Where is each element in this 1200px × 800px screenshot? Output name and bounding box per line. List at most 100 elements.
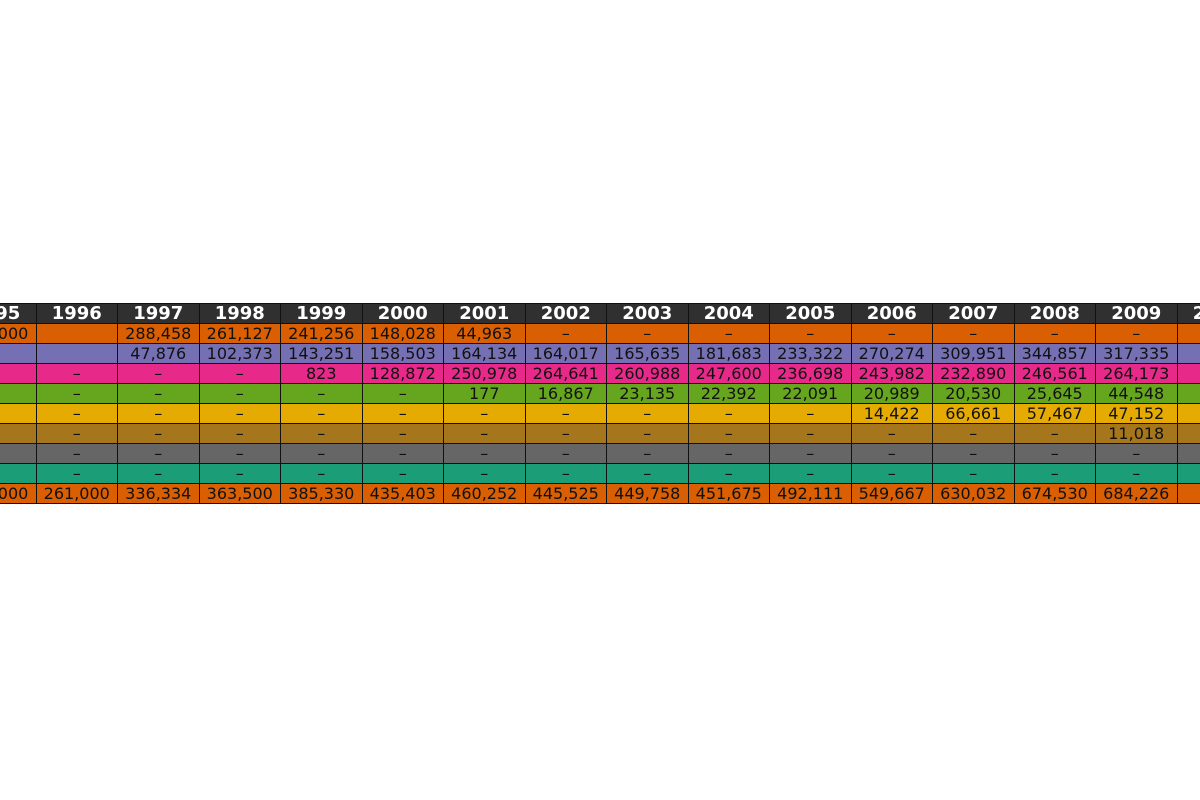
table-cell: – [1176,443,1200,464]
table-cell: – [198,403,281,424]
table-cell: – [198,363,281,384]
table-cell: – [0,403,37,424]
table-cell: – [198,443,281,464]
table-cell: 148,028 [361,323,444,344]
table-cell: – [769,403,852,424]
table-cell: – [1095,443,1178,464]
table-cell: – [606,403,689,424]
table-cell: – [361,443,444,464]
table-cell: – [35,423,118,444]
table-cell: – [117,443,200,464]
table-cell: – [0,423,37,444]
table-row: ––––––17716,86723,13522,39222,09120,9892… [0,383,1200,404]
table-cell: 232,890 [932,363,1015,384]
table-cell: – [1176,343,1200,364]
column-header: 2001 [443,303,526,324]
table-cell: – [524,323,607,344]
table-cell: 246,561 [1013,363,1096,384]
table-row: – 47,876102,373143,251158,503164,134164,0… [0,343,1200,364]
table-cell: – [932,443,1015,464]
table-cell: – [769,323,852,344]
table-cell: – [1095,323,1178,344]
table-cell: 549,667 [850,483,933,504]
table-cell: 158,503 [361,343,444,364]
table-cell: 22,091 [769,383,852,404]
table-cell: 492,111 [769,483,852,504]
table-cell: – [117,383,200,404]
table-cell: – [35,443,118,464]
table-row: –––––––––––––––– [0,463,1200,484]
table-cell: – [687,403,770,424]
column-header: 2006 [850,303,933,324]
table-cell: 445,525 [524,483,607,504]
table-cell: – [280,383,363,404]
table-cell: 233,322 [769,343,852,364]
table-cell: – [117,403,200,424]
table-cell [35,323,118,344]
table-cell: 66,661 [932,403,1015,424]
table-cell: 260,988 [606,363,689,384]
table-cell: – [443,443,526,464]
table-cell: – [1013,463,1096,484]
table-cell: – [850,463,933,484]
table-cell: 44,548 [1095,383,1178,404]
table-cell: – [35,383,118,404]
table-cell: – [524,443,607,464]
column-header: 2009 [1095,303,1178,324]
table-cell: – [117,363,200,384]
table-cell: 57,467 [1013,403,1096,424]
table-cell: 47,876 [117,343,200,364]
table-cell: 44,963 [443,323,526,344]
table-cell: 241,256 [280,323,363,344]
table-cell: – [280,463,363,484]
table-cell: – [117,463,200,484]
table-cell: 630,032 [932,483,1015,504]
table-cell: – [524,423,607,444]
table-cell: – [1176,403,1200,424]
column-header: 2003 [606,303,689,324]
column-header: 2000 [361,303,444,324]
table-cell: – [0,343,37,364]
table-cell: 247,600 [687,363,770,384]
column-header: 1999 [280,303,363,324]
table-cell: – [687,443,770,464]
table-cell: 500,000 [0,323,37,344]
table-cell: – [0,463,37,484]
table-cell: 674,530 [1013,483,1096,504]
table-cell: – [1176,323,1200,344]
table-cell: – [361,403,444,424]
column-header: 2002 [524,303,607,324]
table-cell: – [687,323,770,344]
table-cell: 102,373 [198,343,281,364]
table-cell: – [932,323,1015,344]
column-header: 2004 [687,303,770,324]
table-cell: 336,334 [117,483,200,504]
table-cell: – [198,463,281,484]
column-header: 2007 [932,303,1015,324]
table-cell: 164,017 [524,343,607,364]
table-cell: – [606,443,689,464]
column-header: 1996 [35,303,118,324]
table-cell: – [361,423,444,444]
table-cell: – [1176,483,1200,504]
table-cell: – [769,423,852,444]
table-cell: – [0,363,37,384]
table-cell: – [443,403,526,424]
table-row: 500,000261,000336,334363,500385,330435,4… [0,483,1200,504]
table-cell: – [35,463,118,484]
table-cell: – [361,383,444,404]
table-cell: 460,252 [443,483,526,504]
column-header: 1998 [198,303,281,324]
table-cell: 309,951 [932,343,1015,364]
table-row: 500,000 288,458261,127241,256148,02844,96… [0,323,1200,344]
table-cell: – [280,403,363,424]
table-cell: 288,458 [117,323,200,344]
table-cell: – [687,423,770,444]
table-cell: 47,152 [1095,403,1178,424]
table-cell: – [850,443,933,464]
table-row: ––––––––––––––11,018– [0,423,1200,444]
table-cell: – [443,423,526,444]
table-cell: – [932,463,1015,484]
table-cell: – [850,423,933,444]
table-cell: – [1013,423,1096,444]
